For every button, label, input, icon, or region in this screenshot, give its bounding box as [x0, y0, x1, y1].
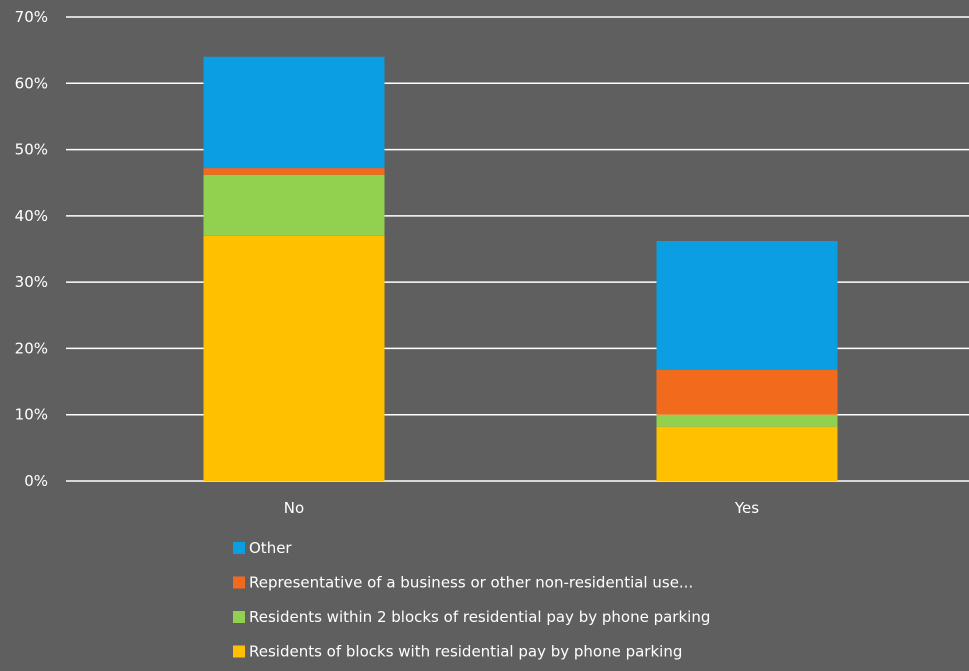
bar-segment — [656, 241, 838, 370]
legend-item: Residents of blocks with residential pay… — [233, 643, 682, 661]
legend-label: Residents of blocks with residential pay… — [249, 643, 682, 661]
x-axis-category-labels: No Yes — [284, 499, 759, 517]
x-category-label: No — [284, 499, 304, 517]
legend-item: Representative of a business or other no… — [233, 574, 693, 592]
y-tick-label: 10% — [15, 406, 48, 424]
bar-segment — [203, 168, 385, 175]
legend-label: Residents within 2 blocks of residential… — [249, 608, 710, 626]
y-tick-label: 30% — [15, 273, 48, 291]
y-tick-label: 40% — [15, 207, 48, 225]
bar-segment — [203, 174, 385, 236]
x-category-label: Yes — [734, 499, 759, 517]
legend-label: Representative of a business or other no… — [249, 574, 693, 592]
bar-segment — [656, 414, 838, 427]
y-tick-label: 20% — [15, 339, 48, 357]
legend-item: Other — [233, 539, 292, 557]
y-tick-label: 0% — [24, 472, 48, 490]
bar-segment — [203, 235, 385, 481]
legend-swatch — [233, 542, 245, 554]
legend-swatch — [233, 645, 245, 658]
bar-segment — [203, 56, 385, 169]
y-tick-label: 60% — [15, 74, 48, 92]
bar-segment — [656, 426, 838, 481]
y-tick-label: 70% — [15, 8, 48, 26]
legend-label: Other — [249, 539, 292, 557]
y-tick-label: 50% — [15, 141, 48, 159]
legend-swatch — [233, 611, 245, 623]
legend-item: Residents within 2 blocks of residential… — [233, 608, 710, 626]
y-axis-tick-labels: 0% 10% 20% 30% 40% 50% 60% 70% — [15, 8, 48, 490]
bars — [203, 56, 838, 481]
bar-segment — [656, 369, 838, 415]
legend-swatch — [233, 576, 245, 589]
legend: Other Representative of a business or oth… — [233, 539, 710, 661]
